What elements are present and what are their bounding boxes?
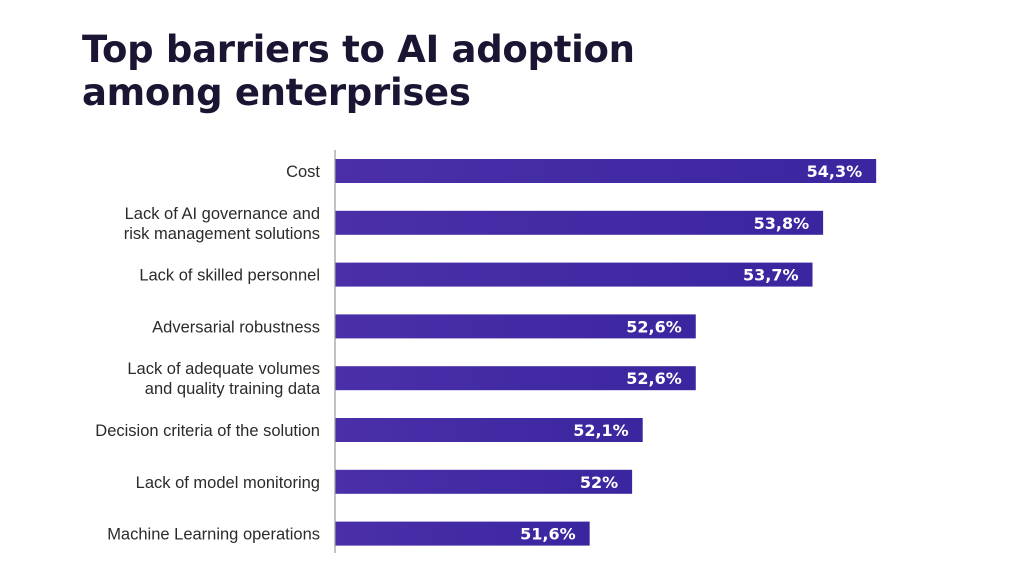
value-label-3: 53,7%	[743, 266, 799, 285]
category-label-8: Machine Learning operations	[107, 526, 320, 544]
value-label-1: 54,3%	[807, 162, 863, 181]
chart-title-line-1: Top barriers to AI adoption	[82, 28, 635, 71]
value-label-5: 52,6%	[626, 369, 682, 388]
category-label-1: Cost	[286, 163, 320, 181]
bar-2	[335, 210, 824, 235]
chart-title-line-2: among enterprises	[82, 71, 471, 114]
category-label-2-line-2: risk management solutions	[124, 225, 320, 243]
category-label-5-line-2: and quality training data	[145, 380, 321, 398]
category-label-6: Decision criteria of the solution	[95, 422, 320, 440]
category-label-2-line-1: Lack of AI governance and	[125, 205, 320, 223]
bar-7	[335, 469, 633, 494]
value-label-8: 51,6%	[520, 525, 576, 544]
category-label-5-line-1: Lack of adequate volumes	[127, 360, 320, 378]
bar-5	[335, 366, 696, 391]
bar-3	[335, 262, 813, 287]
value-label-6: 52,1%	[573, 421, 629, 440]
value-label-7: 52%	[580, 473, 618, 492]
value-label-2: 53,8%	[754, 214, 810, 233]
bar-8	[335, 521, 590, 546]
value-label-4: 52,6%	[626, 317, 682, 336]
bar-6	[335, 418, 643, 442]
chart-title: Top barriers to AI adoption among enterp…	[82, 28, 842, 114]
bar-4	[335, 314, 696, 339]
bar-1	[335, 159, 877, 183]
category-label-3: Lack of skilled personnel	[139, 267, 320, 285]
bars-group: 54,3% Cost 53,8% Lack of AI governance and r…	[95, 159, 877, 546]
category-label-7: Lack of model monitoring	[136, 474, 320, 492]
category-label-4: Adversarial robustness	[152, 318, 320, 336]
